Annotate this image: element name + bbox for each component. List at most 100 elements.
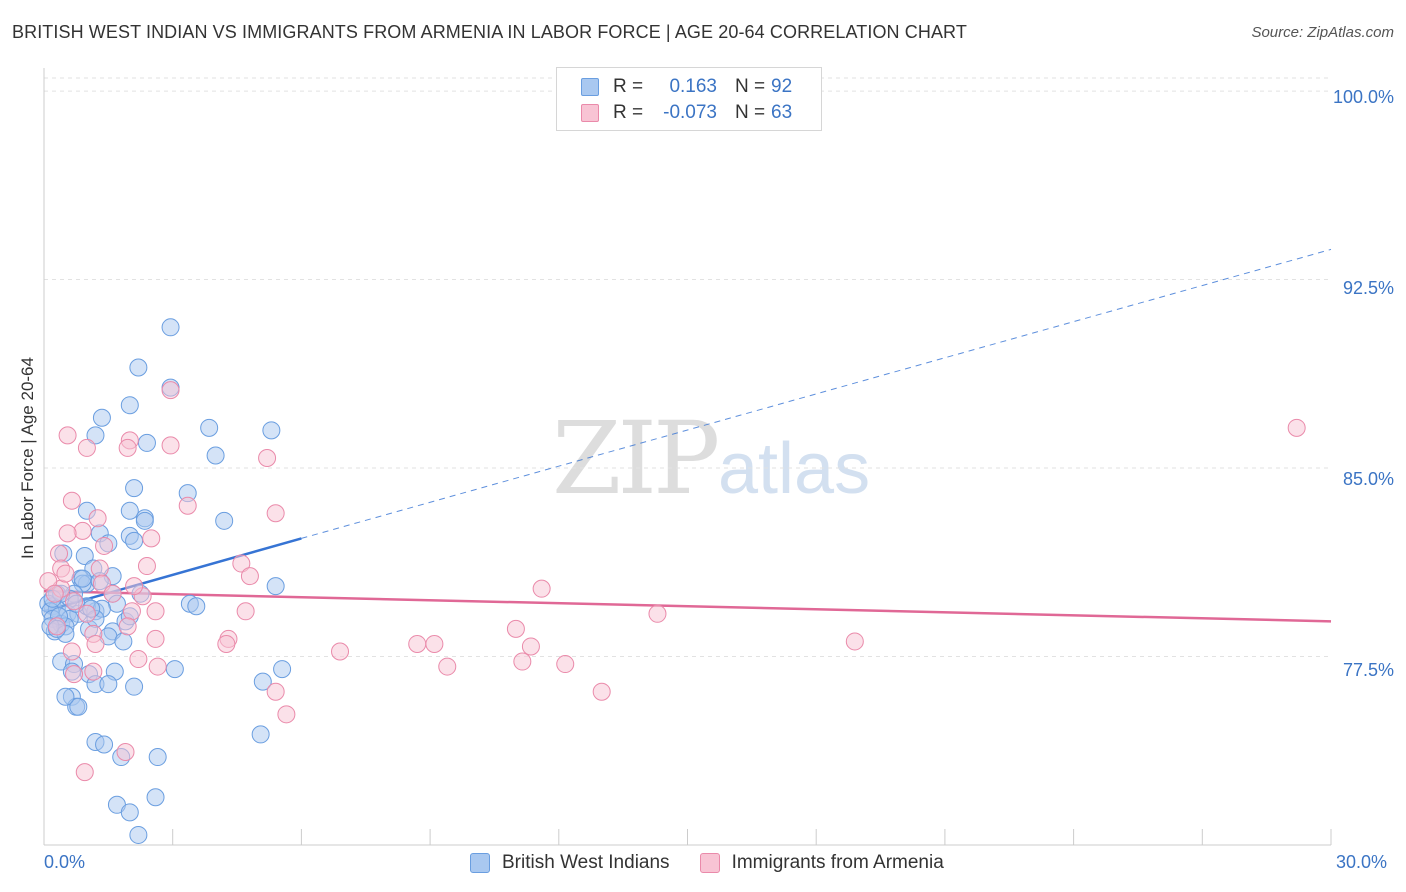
data-point-immigrants-from-armenia	[103, 584, 122, 603]
data-point-immigrants-from-armenia	[258, 448, 277, 467]
source-credit: Source: ZipAtlas.com	[1251, 24, 1394, 41]
data-point-immigrants-from-armenia	[118, 438, 137, 457]
data-point-immigrants-from-armenia	[408, 634, 427, 653]
data-point-immigrants-from-armenia	[50, 544, 69, 563]
data-point-immigrants-from-armenia	[129, 650, 148, 669]
data-point-british-west-indians	[187, 597, 206, 616]
data-point-immigrants-from-armenia	[845, 632, 864, 651]
data-point-immigrants-from-armenia	[65, 665, 84, 684]
data-point-british-west-indians	[114, 632, 133, 651]
data-point-immigrants-from-armenia	[513, 652, 532, 671]
data-point-immigrants-from-armenia	[45, 584, 64, 603]
data-point-british-west-indians	[120, 396, 139, 415]
trend-line-dashed	[301, 248, 1332, 539]
data-point-immigrants-from-armenia	[648, 604, 667, 623]
data-point-immigrants-from-armenia	[146, 602, 165, 621]
data-point-immigrants-from-armenia	[161, 436, 180, 455]
data-point-immigrants-from-armenia	[122, 602, 141, 621]
data-point-immigrants-from-armenia	[77, 604, 96, 623]
data-point-immigrants-from-armenia	[438, 657, 457, 676]
data-point-immigrants-from-armenia	[521, 637, 540, 656]
data-point-british-west-indians	[165, 660, 184, 679]
data-point-british-west-indians	[135, 511, 154, 530]
data-point-immigrants-from-armenia	[137, 557, 156, 576]
data-point-immigrants-from-armenia	[77, 438, 96, 457]
data-point-british-west-indians	[206, 446, 225, 465]
data-point-immigrants-from-armenia	[331, 642, 350, 661]
data-point-immigrants-from-armenia	[56, 564, 75, 583]
data-point-british-west-indians	[99, 675, 118, 694]
trend-line-solid	[43, 589, 1332, 623]
data-point-british-west-indians	[273, 660, 292, 679]
legend-label: British West Indians	[502, 852, 670, 873]
data-point-british-west-indians	[92, 408, 111, 427]
data-point-immigrants-from-armenia	[148, 657, 167, 676]
legend-r-value: 0.163	[669, 76, 717, 97]
data-point-immigrants-from-armenia	[592, 682, 611, 701]
data-point-immigrants-from-armenia	[232, 554, 251, 573]
data-point-immigrants-from-armenia	[266, 682, 285, 701]
data-point-british-west-indians	[56, 687, 75, 706]
legend-n-label: N =	[735, 102, 766, 123]
data-point-immigrants-from-armenia	[84, 662, 103, 681]
data-point-immigrants-from-armenia	[266, 504, 285, 523]
data-point-british-west-indians	[251, 725, 270, 744]
data-point-british-west-indians	[215, 511, 234, 530]
data-point-immigrants-from-armenia	[425, 634, 444, 653]
axes	[43, 68, 1332, 846]
data-point-immigrants-from-armenia	[90, 559, 109, 578]
data-point-british-west-indians	[137, 433, 156, 452]
data-point-immigrants-from-armenia	[86, 634, 105, 653]
chart-title: BRITISH WEST INDIAN VS IMMIGRANTS FROM A…	[12, 22, 967, 42]
legend-swatch-blue	[581, 78, 599, 96]
y-axis-label: In Labor Force | Age 20-64	[18, 357, 37, 559]
data-point-immigrants-from-armenia	[217, 634, 236, 653]
legend-item-british-west-indians[interactable]: British West Indians	[470, 852, 670, 874]
data-point-british-west-indians	[120, 803, 139, 822]
data-point-british-west-indians	[262, 421, 281, 440]
data-point-immigrants-from-armenia	[62, 642, 81, 661]
data-point-immigrants-from-armenia	[532, 579, 551, 598]
data-point-immigrants-from-armenia	[58, 524, 77, 543]
data-point-immigrants-from-armenia	[65, 592, 84, 611]
data-point-immigrants-from-armenia	[556, 655, 575, 674]
y-tick-label: 92.5%	[1342, 278, 1394, 298]
data-point-immigrants-from-armenia	[178, 496, 197, 515]
data-point-british-west-indians	[200, 418, 219, 437]
data-point-british-west-indians	[161, 318, 180, 337]
data-point-immigrants-from-armenia	[146, 629, 165, 648]
data-point-immigrants-from-armenia	[88, 509, 107, 528]
data-point-british-west-indians	[86, 426, 105, 445]
data-point-immigrants-from-armenia	[240, 567, 259, 586]
data-point-immigrants-from-armenia	[62, 491, 81, 510]
legend-r-value: -0.073	[663, 102, 717, 123]
data-point-british-west-indians	[253, 672, 272, 691]
legend-row-blue: R = 0.163 N = 92	[581, 75, 792, 99]
data-point-british-west-indians	[69, 697, 88, 716]
legend-swatch-pink	[699, 853, 720, 873]
legend-item-immigrants-from-armenia[interactable]: Immigrants from Armenia	[699, 852, 944, 874]
data-point-british-west-indians	[120, 501, 139, 520]
data-point-british-west-indians	[75, 546, 94, 565]
data-point-british-west-indians	[125, 677, 144, 696]
x-tick-label-min: 0.0%	[44, 852, 86, 872]
data-point-immigrants-from-armenia	[277, 705, 296, 724]
data-point-british-west-indians	[129, 358, 148, 377]
y-tick-label: 100.0%	[1332, 87, 1394, 107]
legend-r-label: R =	[613, 102, 644, 123]
y-tick-label: 77.5%	[1342, 660, 1394, 680]
legend-swatch-blue	[470, 853, 490, 873]
legend-label: Immigrants from Armenia	[731, 852, 944, 873]
data-point-british-west-indians	[125, 479, 144, 498]
data-point-british-west-indians	[148, 748, 167, 767]
watermark-zip: ZIP	[552, 400, 720, 517]
y-tick-label: 85.0%	[1342, 469, 1394, 489]
data-point-immigrants-from-armenia	[118, 617, 137, 636]
data-point-british-west-indians	[129, 825, 148, 844]
data-point-immigrants-from-armenia	[142, 529, 161, 548]
legend-swatch-pink	[581, 104, 599, 122]
legend-row-pink: R = -0.073 N = 63	[581, 101, 792, 125]
data-point-british-west-indians	[73, 569, 92, 588]
series-legend: British West Indians Immigrants from Arm…	[470, 852, 974, 874]
data-point-british-west-indians	[95, 735, 114, 754]
